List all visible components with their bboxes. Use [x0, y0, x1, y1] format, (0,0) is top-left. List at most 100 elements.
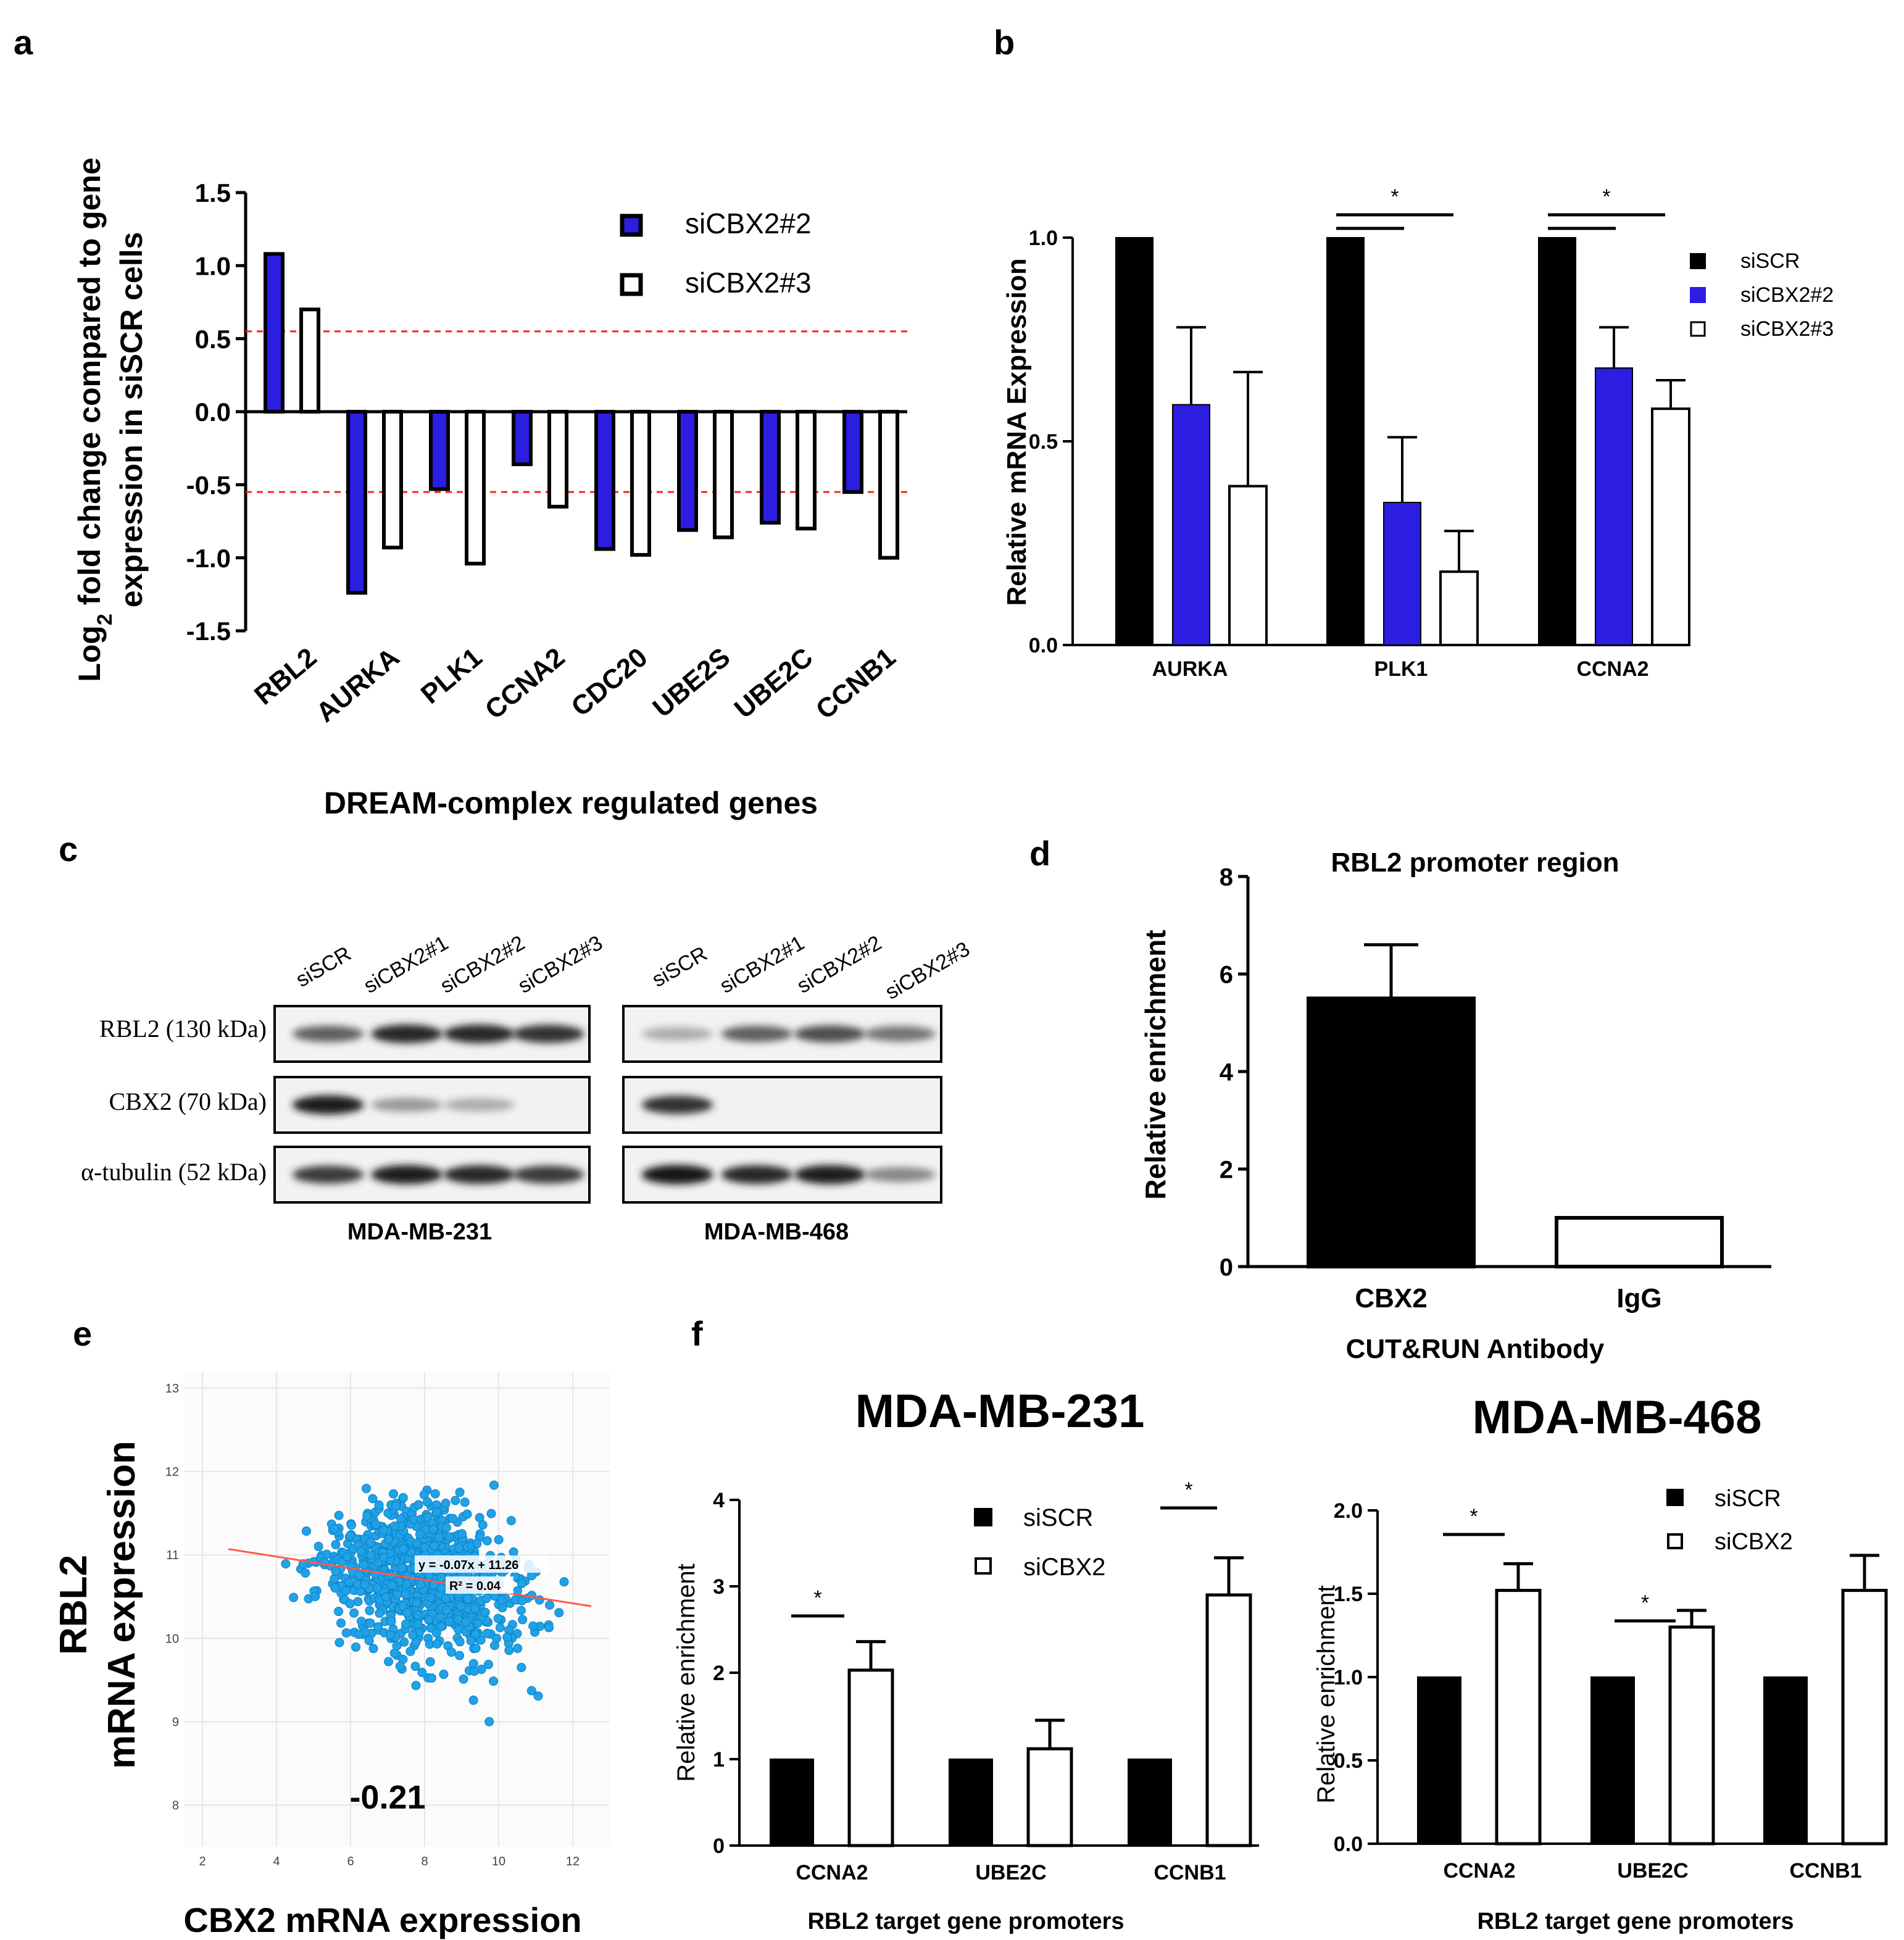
bar-plk1-sicbx2-3 — [465, 410, 486, 566]
r2-box — [446, 1576, 513, 1594]
scatter-point — [366, 1550, 376, 1560]
lane-label: siSCR — [648, 942, 711, 992]
panel-d-chart: RBL2 promoter region Relative enrichment… — [1139, 847, 1771, 1364]
scatter-point — [468, 1696, 478, 1705]
scatter-point — [513, 1644, 523, 1654]
y-tick-label: 3 — [713, 1575, 725, 1599]
y-tick-label: 13 — [165, 1382, 179, 1396]
y-tick-label: 4 — [713, 1489, 725, 1512]
lane-label: siCBX2#3 — [514, 931, 607, 998]
panel-label-d: d — [1029, 834, 1050, 873]
scatter-point — [544, 1623, 554, 1633]
scatter-point — [331, 1567, 341, 1576]
scatter-point — [484, 1717, 494, 1726]
x-tick-label: RBL2 — [249, 642, 323, 710]
blot-band — [794, 1165, 866, 1184]
panel-f2-legend: siSCR siCBX2 — [1666, 1486, 1793, 1555]
scatter-point — [372, 1583, 382, 1593]
bar-ube2c-sicbx2-2 — [760, 410, 781, 525]
y-tick-label: 2 — [713, 1662, 725, 1685]
scatter-point — [351, 1642, 361, 1652]
scatter-point — [459, 1674, 468, 1684]
scatter-point — [341, 1586, 351, 1596]
panel-f2-ylabel: Relative enrichment — [1313, 1585, 1340, 1804]
scatter-point — [451, 1496, 460, 1505]
blot-row-labels: RBL2 (130 kDa) CBX2 (70 kDa) α-tubulin (… — [81, 1015, 267, 1186]
scatter-point — [343, 1552, 352, 1562]
scatter-point — [481, 1593, 491, 1603]
scatter-point — [444, 1617, 454, 1627]
scatter-point — [412, 1598, 422, 1608]
y-tick-label: 0.0 — [1029, 634, 1058, 657]
scatter-point — [454, 1543, 464, 1553]
panel-f2-title: MDA-MB-468 — [1473, 1391, 1762, 1444]
legend-swatch-siscr — [1666, 1489, 1684, 1506]
scatter-point — [356, 1546, 366, 1556]
scatter-point — [471, 1630, 481, 1639]
blot-band — [443, 1098, 515, 1112]
blot-band — [371, 1097, 443, 1112]
y-tick-label: -0.5 — [186, 470, 231, 499]
bar-ccnb1-siscr — [1128, 1759, 1172, 1846]
blot-band — [721, 1025, 793, 1043]
scatter-point — [472, 1539, 482, 1549]
scatter-point — [516, 1605, 526, 1615]
y-tick-label: 8 — [1220, 864, 1233, 891]
panel-e-xlabel: CBX2 mRNA expression — [183, 1900, 581, 1939]
scatter-point — [411, 1681, 421, 1691]
x-tick-label: PLK1 — [415, 642, 488, 710]
scatter-point — [425, 1657, 435, 1667]
y-tick-label: 1.5 — [195, 178, 231, 207]
panel-f1-ylabel: Relative enrichment — [673, 1563, 700, 1782]
legend-label-sicbx2-2: siCBX2#2 — [1740, 283, 1834, 307]
bar-ube2s-sicbx2-3 — [713, 410, 734, 539]
scatter-point — [493, 1613, 503, 1623]
y-tick-label: 0 — [713, 1834, 725, 1858]
scatter-point — [426, 1592, 436, 1602]
panel-e-ylabel-line1: RBL2 — [52, 1555, 95, 1655]
panel-f2-xlabel: RBL2 target gene promoters — [1477, 1909, 1794, 1934]
scatter-point — [401, 1619, 410, 1629]
y-tick-label: 4 — [1220, 1059, 1234, 1086]
blot-band — [641, 1096, 713, 1114]
panel-a-legend: siCBX2#2 siCBX2#3 — [620, 207, 812, 299]
y-tick-label: 0.5 — [1334, 1749, 1363, 1773]
scatter-point — [517, 1596, 527, 1605]
bar-ccna2-siscr — [770, 1759, 814, 1846]
x-tick-label: CCNB1 — [1789, 1859, 1861, 1883]
scatter-point — [381, 1592, 391, 1602]
scatter-point — [466, 1636, 476, 1646]
scatter-point — [289, 1592, 299, 1602]
panel-c-western-blot: siSCR siCBX2#1 siCBX2#2 siCBX2#3 siSCR s… — [81, 931, 974, 1245]
scatter-point — [441, 1499, 451, 1509]
legend-swatch-sicbx2-3 — [1690, 321, 1706, 337]
y-tick-label: 1.0 — [1029, 227, 1058, 250]
blot-band — [512, 1025, 584, 1043]
bar-ccnb1-sicbx2 — [1205, 1593, 1252, 1847]
x-tick-label: CCNA2 — [796, 1861, 868, 1884]
x-tick-label: UBE2C — [975, 1861, 1046, 1884]
scatter-point — [354, 1630, 364, 1639]
x-tick-label: CCNA2 — [480, 642, 571, 725]
r-squared: R² = 0.04 — [449, 1580, 501, 1593]
legend-label-sicbx2-3: siCBX2#3 — [1740, 317, 1834, 341]
bar-cdc20-sicbx2-2 — [594, 410, 615, 551]
scatter-point — [455, 1488, 465, 1497]
scatter-point — [386, 1617, 396, 1626]
legend-label-sicbx2: siCBX2 — [1023, 1554, 1105, 1581]
legend-swatch-siscr — [1690, 253, 1706, 269]
scatter-point — [482, 1536, 492, 1546]
scatter-point — [354, 1570, 364, 1580]
panel-f1-xlabel: RBL2 target gene promoters — [807, 1909, 1124, 1934]
scatter-point — [397, 1563, 407, 1573]
panel-f1-legend: siSCR siCBX2 — [974, 1504, 1105, 1581]
bar-plk1-series-0 — [1326, 237, 1365, 646]
scatter-point — [454, 1625, 464, 1634]
blot-right-lane-labels: siSCR siCBX2#1 siCBX2#2 siCBX2#3 — [648, 931, 974, 1004]
scatter-point — [473, 1618, 483, 1628]
scatter-point — [344, 1577, 354, 1587]
bar-ccna2-sicbx2-3 — [547, 410, 568, 509]
scatter-point — [486, 1509, 496, 1518]
bar-cbx2 — [1307, 996, 1476, 1268]
scatter-point — [364, 1636, 374, 1646]
